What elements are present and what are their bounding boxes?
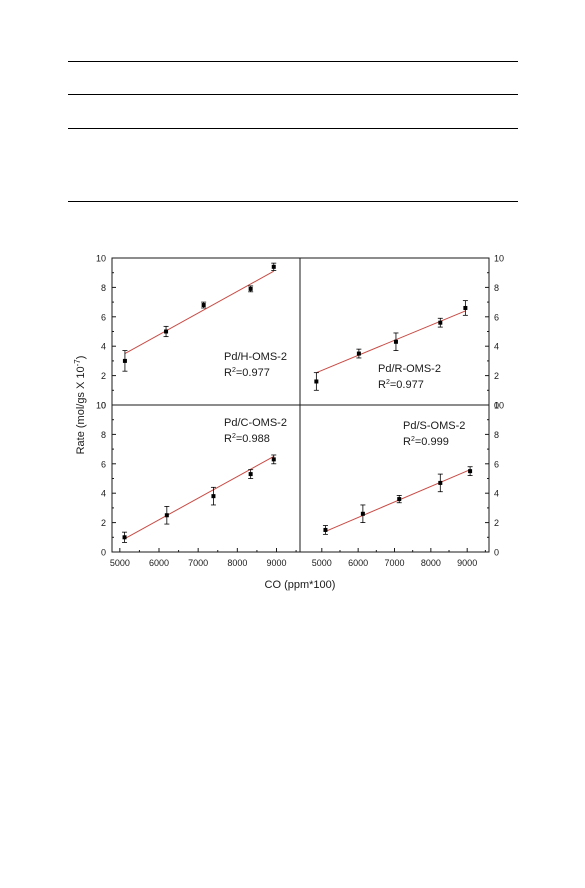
panel-c-data-point (211, 494, 216, 499)
panel-r-y-tick-label: 4 (494, 342, 499, 352)
panel-c-y-tick-label: 4 (101, 489, 106, 499)
panel-h-y-tick-label: 6 (101, 312, 106, 322)
x-axis-label: CO (ppm*100) (265, 579, 336, 591)
panel-c-x-tick-label: 8000 (227, 558, 247, 568)
panel-r-data-point (356, 351, 361, 356)
panel-s-data-point (397, 497, 402, 502)
panel-c-x-tick-label: 7000 (188, 558, 208, 568)
panel-c-data-point (122, 535, 127, 540)
panel-s-y-tick-label: 2 (494, 518, 499, 528)
panel-s-r2: R2=0.999 (403, 436, 449, 448)
panel-c-x-tick-label: 9000 (266, 558, 286, 568)
panel-c-y-tick-label: 6 (101, 459, 106, 469)
panel-s-y-tick-label: 4 (494, 489, 499, 499)
panel-c-data-point (271, 457, 276, 462)
panel-s-y-tick-label: 8 (494, 430, 499, 440)
panel-r-data-point (438, 320, 443, 325)
panel-s-data-point (360, 511, 365, 516)
panel-r-label: Pd/R-OMS-2 (378, 363, 441, 375)
panel-h-label: Pd/H-OMS-2 (224, 351, 287, 363)
panel-h-y-tick-label: 0 (101, 401, 106, 411)
panel-s-data-point (438, 480, 443, 485)
panel-c-data-point (248, 472, 253, 477)
table-bottom-rule (68, 201, 518, 202)
panel-h-r2: R2=0.977 (224, 367, 270, 379)
y-axis-label-end: ) (75, 356, 87, 360)
panel-h-data-point (164, 329, 169, 334)
table-middle-rule (68, 128, 518, 129)
panel-h-data-point (248, 286, 253, 291)
panel-s-label: Pd/S-OMS-2 (403, 420, 465, 432)
table-top-rule (68, 61, 518, 62)
panel-c-y-tick-label: 10 (96, 401, 106, 411)
panel-c-x-tick-label: 5000 (110, 558, 130, 568)
y-axis-label-text: Rate (mol/gs X 10 (75, 366, 87, 454)
panel-c-label: Pd/C-OMS-2 (224, 417, 287, 429)
panel-h-y-tick-label: 10 (96, 254, 106, 264)
panel-s-x-tick-label: 9000 (457, 558, 477, 568)
panel-h-data-point (122, 358, 127, 363)
panel-s-y-tick-label: 0 (494, 548, 499, 558)
panel-r-y-tick-label: 6 (494, 312, 499, 322)
chart-marks: 0 2 4 6 8 10 Pd/H-OMS-2 R2=0.977 0 2 4 6 8 10 Pd/R-OMS… (96, 254, 504, 569)
panel-s-x-tick-label: 5000 (312, 558, 332, 568)
panel-h-fit-line (124, 270, 275, 354)
panel-r-y-tick-label: 8 (494, 283, 499, 293)
panel-s-y-tick-label: 10 (494, 401, 504, 411)
panel-c-fit-line (124, 456, 274, 540)
panel-c-data-point (164, 513, 169, 518)
panel-h-data-point (271, 264, 276, 269)
panel-h-y-tick-label: 8 (101, 283, 106, 293)
panel-r-y-tick-label: 0 (494, 401, 499, 411)
y-axis-label-exponent: -7 (73, 359, 82, 367)
y-axis-label: Rate (mol/gs X 10-7) (73, 356, 87, 455)
panel-c-r2: R2=0.988 (224, 433, 270, 445)
panel-h-y-tick-label: 4 (101, 342, 106, 352)
panel-r-y-tick-label: 10 (494, 254, 504, 264)
panel-s-x-tick-label: 7000 (384, 558, 404, 568)
panel-h-y-tick-label: 2 (101, 371, 106, 381)
panel-c-y-tick-label: 0 (101, 548, 106, 558)
panel-s-data-point (468, 469, 473, 474)
panel-r-data-point (463, 305, 468, 310)
panel-r-y-tick-label: 2 (494, 371, 499, 381)
panel-s-x-tick-label: 6000 (348, 558, 368, 568)
panel-r-data-point (314, 379, 319, 384)
panel-r-r2: R2=0.977 (378, 379, 424, 391)
table-header-rule (68, 94, 518, 95)
panel-s-y-tick-label: 6 (494, 459, 499, 469)
panel-s-data-point (323, 527, 328, 532)
panel-c-x-tick-label: 6000 (149, 558, 169, 568)
panel-c-y-tick-label: 2 (101, 518, 106, 528)
panel-c-y-tick-label: 8 (101, 430, 106, 440)
panel-s-x-tick-label: 8000 (421, 558, 441, 568)
panel-r-data-point (393, 339, 398, 344)
panel-h-data-point (201, 303, 206, 308)
